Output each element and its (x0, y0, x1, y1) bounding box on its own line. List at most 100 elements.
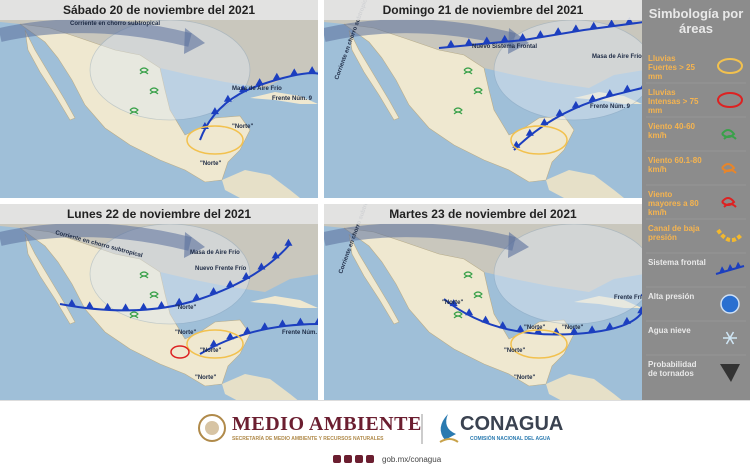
brand-conagua-sub: COMISIÓN NACIONAL DEL AGUA (470, 436, 551, 442)
front-triangle (257, 262, 266, 270)
front-triangle (209, 287, 218, 295)
map-label: "Norte" (504, 348, 526, 354)
conagua-logo (440, 414, 456, 440)
central-america-land (546, 170, 624, 198)
front-triangle (525, 128, 534, 136)
map-label: Masa de Aire Frío (232, 86, 282, 92)
title-bar (324, 0, 642, 20)
social-icon (344, 455, 352, 463)
legend-icon (721, 129, 737, 140)
front-triangle (481, 315, 490, 323)
central-america-land (222, 170, 300, 198)
jet-stream (324, 223, 516, 251)
wind-symbol (463, 271, 473, 279)
front-triangle (605, 322, 614, 330)
front-triangle (243, 326, 252, 334)
legend-icon (725, 331, 735, 345)
map-panel: Corriente en chorro subtropical Nuevo Sis… (324, 0, 642, 198)
jet-stream-arrow (184, 232, 205, 258)
front-triangle (271, 251, 280, 259)
seal (198, 414, 226, 442)
title-bar (0, 204, 318, 224)
legend-icon (720, 294, 740, 314)
rain-area (510, 329, 568, 359)
front-triangle (464, 38, 473, 46)
front-triangle (571, 100, 580, 108)
front-triangle (223, 94, 232, 102)
front-triangle (622, 316, 631, 324)
cuba-land (574, 296, 642, 308)
front-triangle (278, 319, 287, 327)
legend-item: Probabilidad de tornados (648, 360, 697, 378)
brand-semarnat: MEDIO AMBIENTE (232, 413, 422, 435)
jet-stream-arrow (508, 232, 529, 258)
front-triangle (242, 271, 251, 279)
map-label: "Norte" (200, 161, 222, 167)
front-triangle (284, 238, 293, 246)
legend-item: Alta presión (648, 292, 695, 301)
front-triangle (555, 108, 564, 116)
jet-stream-arrow (184, 28, 205, 54)
legend-item: Sistema frontal (648, 258, 706, 267)
legend-icon (716, 228, 744, 242)
wind-symbol (129, 107, 139, 115)
front-triangle (85, 301, 94, 309)
legend-item: Viento 40-60 km/h (648, 122, 695, 140)
front-triangle (314, 317, 318, 325)
mexico-land (19, 227, 251, 387)
panel-title: Martes 23 de noviembre del 2021 (389, 207, 577, 221)
front-triangle (498, 321, 507, 329)
front-triangle (255, 78, 264, 86)
social-icon (333, 455, 341, 463)
map-label: "Norte" (195, 375, 217, 381)
legend-icon (720, 364, 740, 382)
front-triangle (482, 36, 491, 44)
legend-icon (721, 163, 737, 174)
map-label: "Norte" (514, 375, 536, 381)
jet-stream (324, 19, 516, 47)
front-triangle (605, 89, 614, 97)
jet-stream (0, 19, 192, 47)
front-triangle (570, 326, 579, 334)
front-triangle (588, 325, 597, 333)
map-label: "Norte" (232, 124, 254, 130)
panel-title: Domingo 21 de noviembre del 2021 (383, 3, 584, 17)
mexico-land (343, 227, 575, 387)
front-triangle (209, 339, 218, 347)
jet-stream (0, 223, 192, 251)
panel-title: Lunes 22 de noviembre del 2021 (67, 207, 251, 221)
legend-item: Lluvias Fuertes > 25 mm (648, 54, 695, 81)
legend-item: Agua nieve (648, 326, 691, 335)
front-triangle (640, 293, 642, 297)
rain-area (510, 125, 568, 155)
front-triangle (272, 72, 281, 80)
legend: Simbología por áreas Lluvias Fuertes > 2… (642, 0, 750, 400)
wind-symbol (453, 311, 463, 319)
map-label: "Norte" (175, 330, 197, 336)
wind-symbol (473, 291, 483, 299)
front-triangle (449, 299, 458, 307)
front-triangle (308, 66, 317, 74)
map-label: Masa de Aire Frío (190, 250, 240, 256)
front-triangle (446, 39, 455, 47)
legend-icon (717, 58, 743, 74)
front-triangle (589, 21, 598, 29)
legend-icon (717, 92, 743, 108)
front-triangle (226, 332, 235, 340)
front-triangle (623, 84, 632, 92)
wind-symbol (129, 311, 139, 319)
map-label: "Norte" (442, 300, 464, 306)
map-panel: Corriente en chorro subtropical Masa de A… (0, 0, 318, 198)
panel-title: Sábado 20 de noviembre del 2021 (63, 3, 255, 17)
legend-title: Simbología por áreas (648, 6, 744, 36)
map-label: "Norte" (524, 325, 546, 331)
map-label: Corriente en chorro subtropical (70, 21, 160, 27)
cuba-land (250, 92, 318, 104)
front-triangle (625, 16, 634, 24)
front-triangle (516, 324, 525, 332)
wind-symbol (139, 67, 149, 75)
front-triangle (67, 299, 76, 307)
front-triangle (296, 317, 305, 325)
